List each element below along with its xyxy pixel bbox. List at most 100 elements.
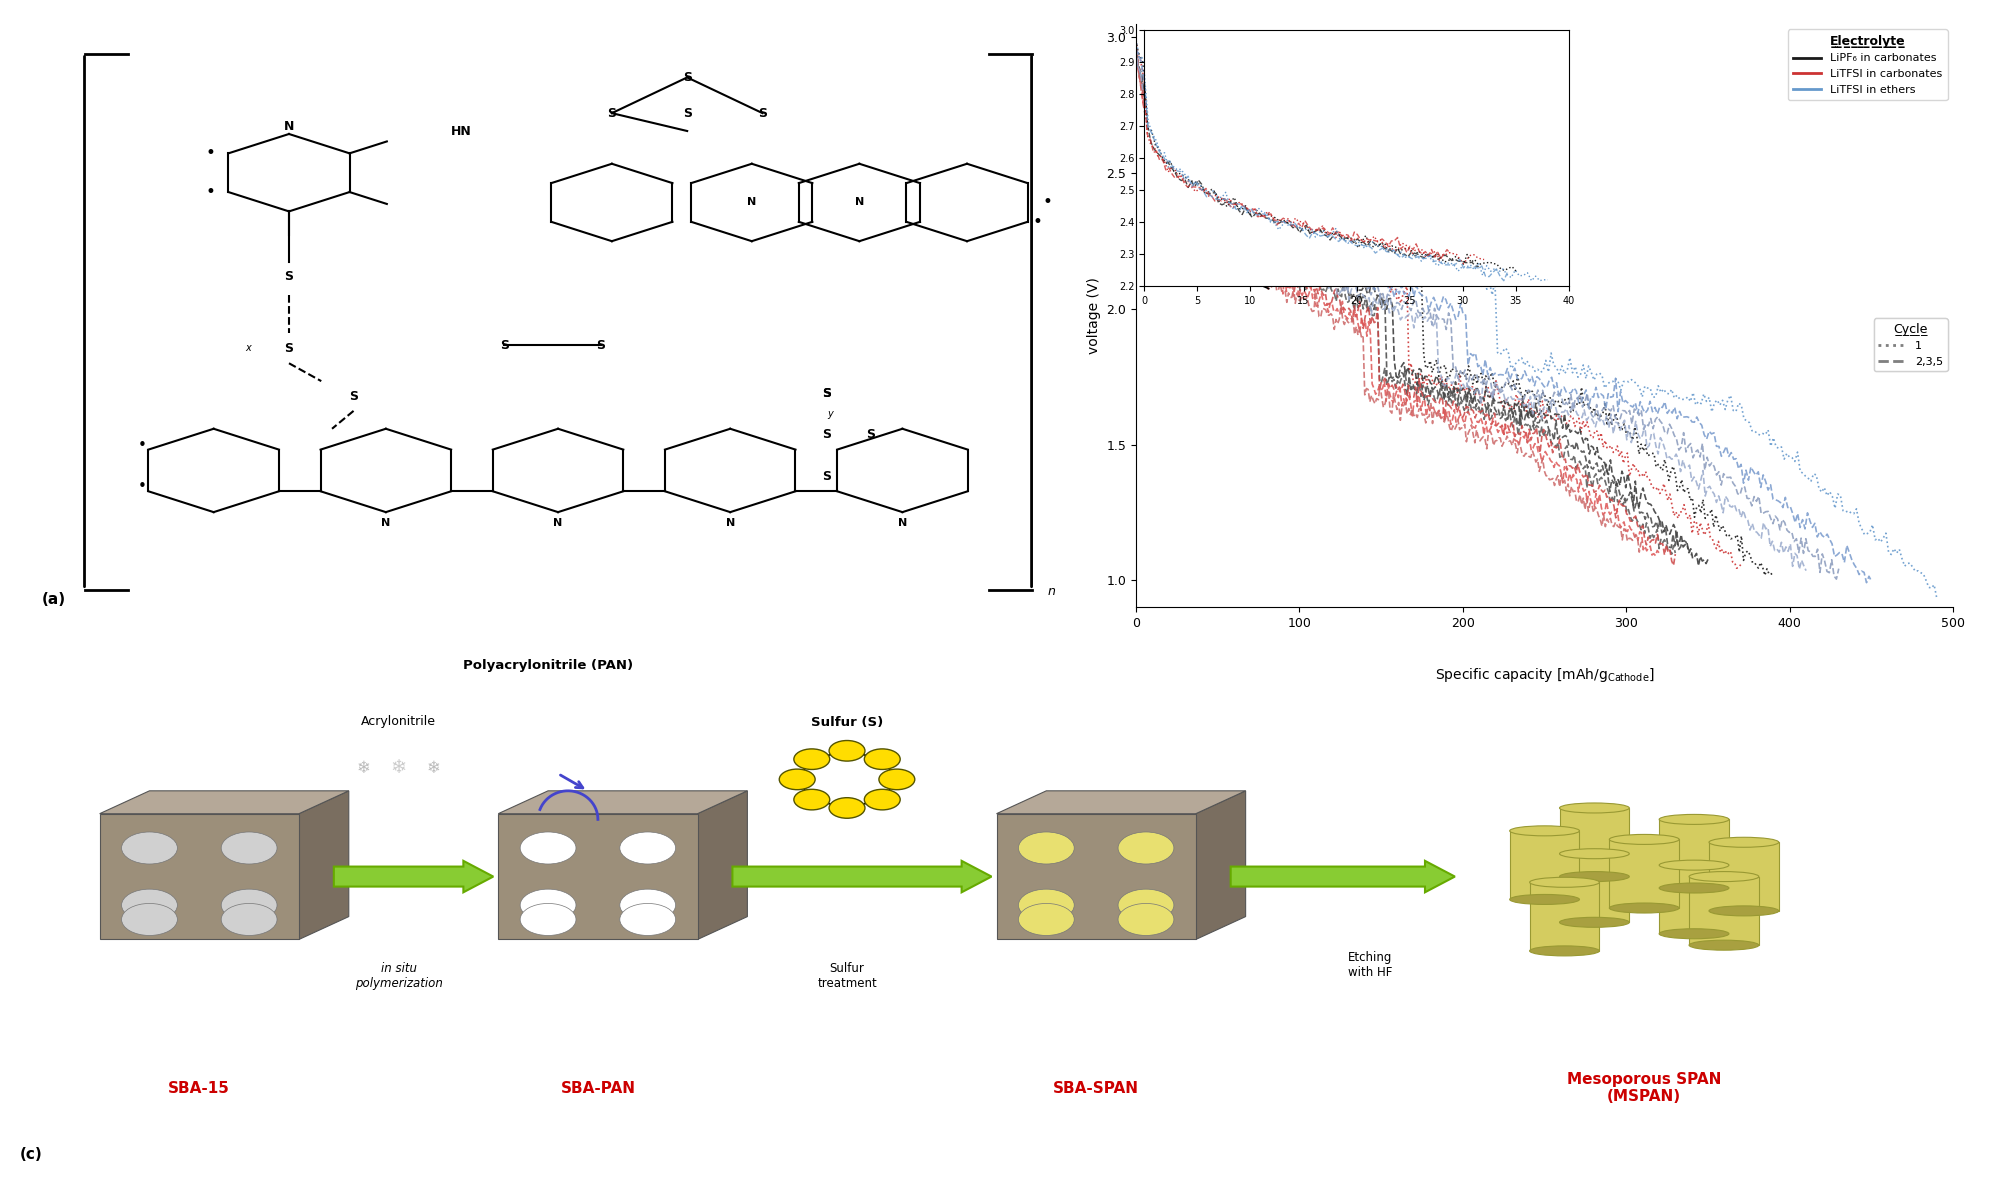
Polygon shape: [1559, 807, 1630, 877]
Polygon shape: [1531, 883, 1598, 950]
Ellipse shape: [1559, 849, 1630, 859]
Text: S: S: [865, 429, 875, 441]
Circle shape: [520, 833, 576, 863]
Circle shape: [520, 890, 576, 921]
Ellipse shape: [1708, 906, 1778, 916]
Text: •: •: [138, 479, 147, 494]
Circle shape: [1018, 833, 1074, 863]
Text: (c): (c): [20, 1147, 42, 1162]
Ellipse shape: [520, 915, 576, 924]
FancyArrow shape: [733, 861, 993, 892]
Circle shape: [620, 890, 676, 921]
Text: N: N: [554, 518, 562, 528]
Text: •: •: [138, 437, 147, 453]
Circle shape: [122, 904, 177, 935]
Circle shape: [879, 769, 915, 790]
Ellipse shape: [1118, 915, 1174, 924]
Text: S: S: [285, 342, 293, 355]
Text: N: N: [747, 198, 757, 207]
Ellipse shape: [1018, 915, 1074, 924]
Circle shape: [122, 833, 177, 863]
Text: HN: HN: [450, 125, 472, 137]
Text: Sulfur (S): Sulfur (S): [811, 716, 883, 729]
Ellipse shape: [1708, 837, 1778, 847]
Ellipse shape: [1658, 815, 1730, 824]
Circle shape: [865, 749, 901, 769]
Polygon shape: [498, 813, 698, 940]
Circle shape: [221, 904, 277, 935]
Polygon shape: [1559, 854, 1630, 922]
Polygon shape: [1196, 791, 1246, 940]
Polygon shape: [1608, 840, 1678, 908]
Ellipse shape: [1690, 940, 1760, 950]
Text: N: N: [283, 120, 295, 133]
Text: •: •: [205, 144, 215, 162]
Text: n: n: [1048, 586, 1056, 599]
Polygon shape: [100, 813, 299, 940]
Circle shape: [1118, 890, 1174, 921]
Circle shape: [620, 904, 676, 935]
Text: S: S: [500, 339, 508, 351]
Text: ❄: ❄: [427, 759, 440, 777]
Ellipse shape: [221, 900, 277, 910]
Text: SBA-SPAN: SBA-SPAN: [1052, 1080, 1140, 1096]
Y-axis label: voltage (V): voltage (V): [1086, 278, 1100, 354]
Text: N: N: [855, 198, 865, 207]
Circle shape: [221, 833, 277, 863]
Ellipse shape: [1511, 825, 1578, 836]
Polygon shape: [996, 791, 1246, 813]
Circle shape: [1018, 904, 1074, 935]
Polygon shape: [698, 791, 747, 940]
Ellipse shape: [520, 900, 576, 910]
Text: N: N: [897, 518, 907, 528]
Text: SBA-PAN: SBA-PAN: [560, 1080, 636, 1096]
Text: ❄: ❄: [391, 759, 407, 778]
Text: Specific capacity [mAh/g$_{\mathregular{Cathode}}$]: Specific capacity [mAh/g$_{\mathregular{…: [1435, 666, 1654, 684]
Circle shape: [793, 790, 829, 810]
Text: S: S: [608, 107, 616, 119]
Circle shape: [620, 833, 676, 863]
Ellipse shape: [1018, 900, 1074, 910]
Text: S: S: [684, 107, 692, 119]
Polygon shape: [1511, 831, 1578, 899]
Polygon shape: [1658, 865, 1730, 934]
Text: x: x: [245, 343, 251, 354]
Ellipse shape: [520, 843, 576, 853]
Polygon shape: [299, 791, 349, 940]
Circle shape: [221, 890, 277, 921]
Text: (b): (b): [1152, 36, 1178, 50]
Text: in situ
polymerization: in situ polymerization: [355, 962, 442, 991]
Text: S: S: [285, 270, 293, 283]
Ellipse shape: [221, 915, 277, 924]
Text: N: N: [381, 518, 391, 528]
Text: S: S: [684, 71, 692, 83]
Legend: 1, 2,3,5: 1, 2,3,5: [1873, 318, 1947, 372]
Text: y: y: [827, 409, 833, 419]
Ellipse shape: [620, 915, 676, 924]
Circle shape: [793, 749, 829, 769]
Circle shape: [1118, 833, 1174, 863]
Ellipse shape: [1658, 883, 1730, 893]
Ellipse shape: [1658, 929, 1730, 939]
Circle shape: [1018, 890, 1074, 921]
Ellipse shape: [1559, 917, 1630, 928]
Ellipse shape: [122, 900, 177, 910]
FancyArrow shape: [1230, 861, 1455, 892]
Ellipse shape: [1610, 903, 1678, 913]
Text: •: •: [1042, 193, 1052, 212]
Ellipse shape: [1531, 878, 1598, 887]
Circle shape: [779, 769, 815, 790]
Ellipse shape: [1559, 803, 1630, 813]
Text: •: •: [205, 183, 215, 201]
Circle shape: [122, 890, 177, 921]
Ellipse shape: [1559, 872, 1630, 881]
Ellipse shape: [1610, 835, 1678, 844]
Polygon shape: [498, 791, 747, 813]
Circle shape: [865, 790, 901, 810]
Text: (a): (a): [42, 592, 66, 607]
FancyArrow shape: [335, 861, 494, 892]
Circle shape: [829, 741, 865, 761]
Text: S: S: [823, 387, 831, 399]
Text: S: S: [757, 107, 767, 119]
Ellipse shape: [620, 843, 676, 853]
